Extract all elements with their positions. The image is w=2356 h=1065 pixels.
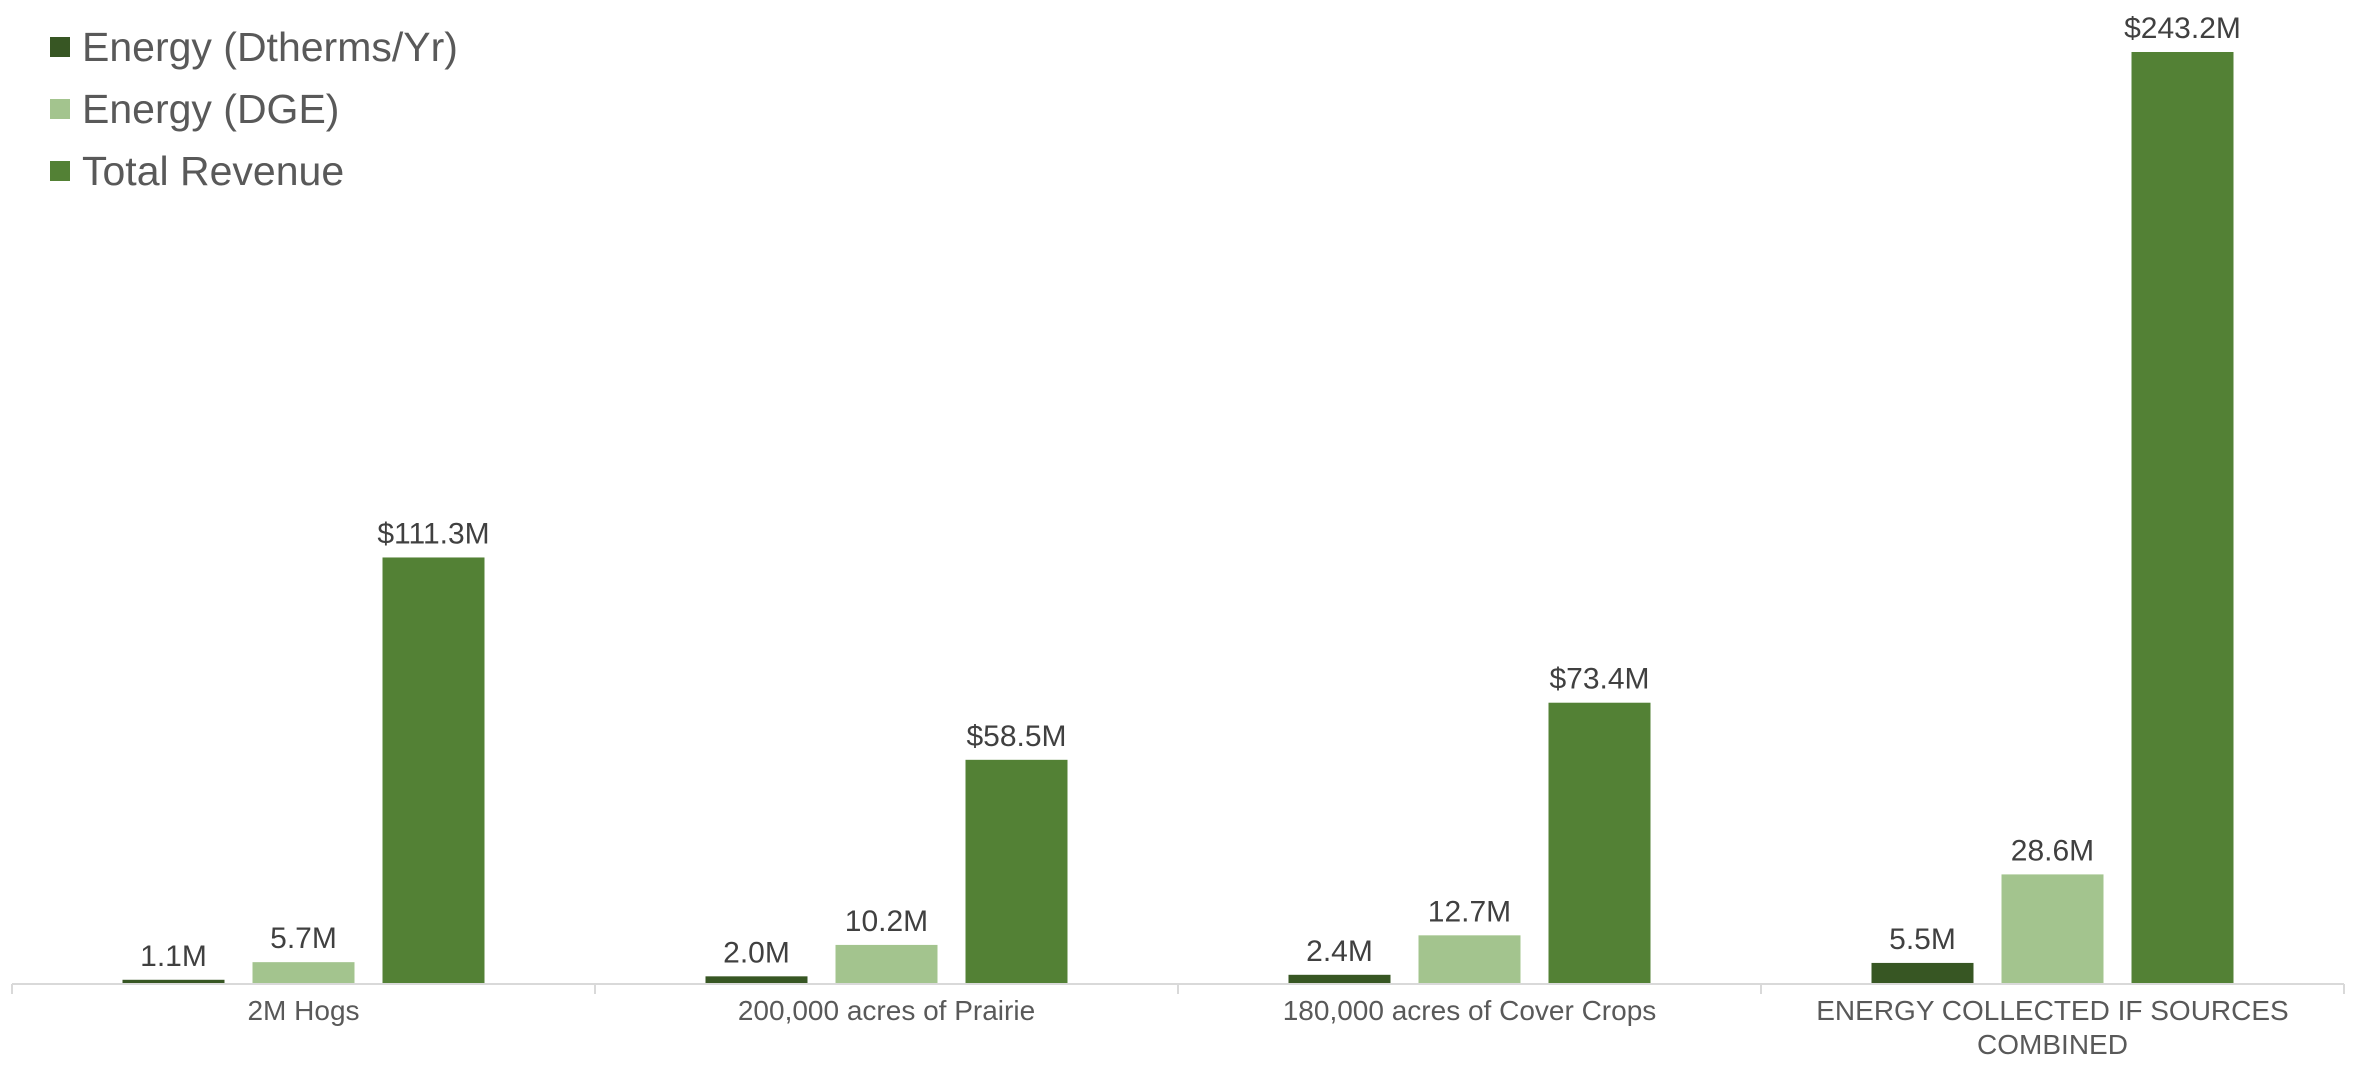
data-label: 2.0M — [723, 936, 790, 969]
bar — [1548, 702, 1651, 984]
data-label: 10.2M — [845, 905, 928, 938]
legend-swatch — [50, 99, 70, 119]
bar — [965, 759, 1068, 984]
legend-label: Energy (DGE) — [82, 85, 340, 132]
bar — [1288, 974, 1391, 984]
data-label: $73.4M — [1549, 663, 1649, 696]
bar — [2001, 874, 2104, 984]
bar — [252, 962, 355, 984]
legend-swatch — [50, 161, 70, 181]
data-label: 12.7M — [1428, 895, 1511, 928]
bar — [1418, 935, 1521, 984]
data-label: 28.6M — [2011, 834, 2094, 867]
bar — [382, 557, 485, 984]
bar — [1871, 962, 1974, 984]
x-tick-label: 200,000 acres of Prairie — [738, 995, 1035, 1026]
bar — [122, 979, 225, 984]
data-label: $243.2M — [2124, 12, 2241, 45]
data-label: 5.7M — [270, 922, 337, 955]
legend-item-energy-dtherms: Energy (Dtherms/Yr) — [50, 16, 458, 78]
legend-item-energy-dge: Energy (DGE) — [50, 78, 458, 140]
legend-label: Total Revenue — [82, 147, 345, 194]
legend-label: Energy (Dtherms/Yr) — [82, 23, 458, 70]
x-tick-label: ENERGY COLLECTED IF SOURCES COMBINED — [1816, 995, 2288, 1060]
legend-item-total-revenue: Total Revenue — [50, 140, 458, 202]
x-tick-label: 180,000 acres of Cover Crops — [1283, 995, 1657, 1026]
x-tick-label: 2M Hogs — [247, 995, 359, 1026]
data-label: $58.5M — [966, 720, 1066, 753]
data-label: 1.1M — [140, 940, 207, 973]
data-label: $111.3M — [377, 517, 489, 550]
bar — [2131, 52, 2234, 984]
bar — [835, 944, 938, 984]
legend-swatch — [50, 37, 70, 57]
data-label: 2.4M — [1306, 935, 1373, 968]
data-label: 5.5M — [1889, 923, 1956, 956]
bar — [705, 976, 808, 984]
legend: Energy (Dtherms/Yr) Energy (DGE) Total R… — [50, 16, 458, 202]
